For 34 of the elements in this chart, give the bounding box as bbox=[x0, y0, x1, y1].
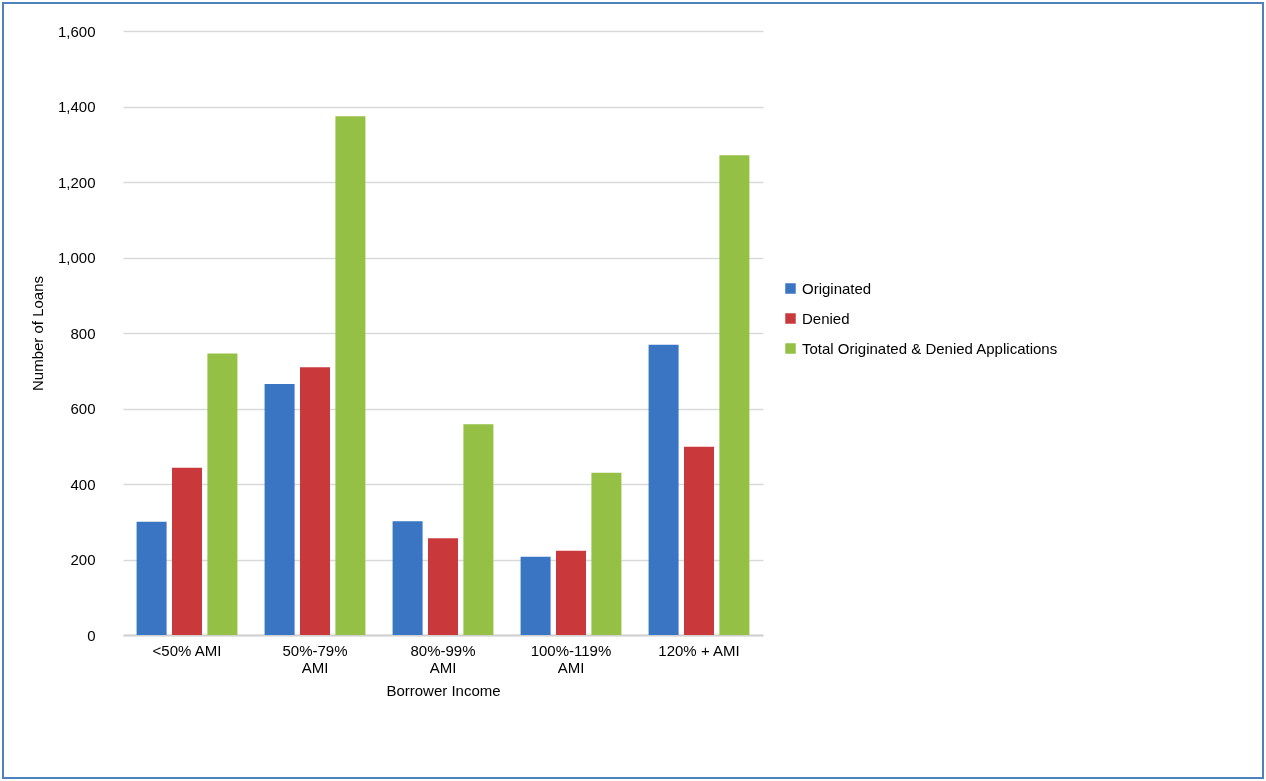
bar bbox=[648, 344, 679, 635]
bar bbox=[591, 472, 622, 635]
y-axis-title: Number of Loans bbox=[28, 275, 46, 392]
x-tick-label: 50%-79% AMI bbox=[282, 641, 348, 676]
bar bbox=[264, 383, 295, 635]
bar bbox=[428, 538, 458, 635]
x-tick-label: 120% + AMI bbox=[658, 641, 740, 659]
x-tick-label: 100%-119% AMI bbox=[530, 641, 612, 676]
bar bbox=[300, 367, 330, 635]
legend-label: Originated bbox=[802, 279, 872, 297]
bar bbox=[392, 521, 423, 635]
bar bbox=[684, 446, 714, 635]
y-tick-label: 1,000 bbox=[57, 249, 96, 266]
y-tick-label: 0 bbox=[87, 626, 96, 644]
x-axis-title: Borrower Income bbox=[386, 681, 501, 699]
y-tick-label: 600 bbox=[70, 400, 96, 417]
bar bbox=[463, 424, 494, 635]
y-tick-label: 400 bbox=[70, 475, 96, 493]
x-tick-label: <50% AMI bbox=[152, 641, 222, 659]
legend-label: Denied bbox=[802, 309, 850, 327]
bar bbox=[207, 353, 238, 635]
legend-label: Total Originated & Denied Applications bbox=[802, 339, 1058, 357]
y-tick-label: 1,600 bbox=[57, 22, 96, 40]
x-tick-label: 80%-99% AMI bbox=[410, 641, 476, 676]
bar bbox=[172, 467, 202, 635]
bar bbox=[520, 556, 551, 635]
y-tick-label: 1,400 bbox=[57, 98, 96, 115]
bar bbox=[719, 155, 750, 635]
y-tick-label: 1,200 bbox=[57, 173, 96, 191]
y-tick-label: 200 bbox=[70, 551, 96, 568]
bar bbox=[136, 521, 167, 635]
y-tick-label: 800 bbox=[70, 324, 96, 342]
bar bbox=[335, 116, 366, 635]
bar bbox=[556, 550, 586, 635]
